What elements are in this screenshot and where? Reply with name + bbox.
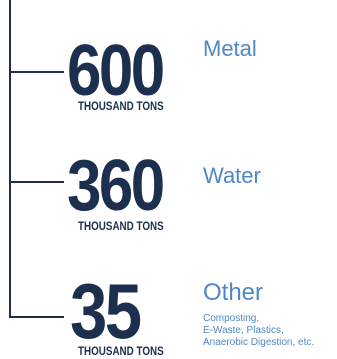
water-label: Water (203, 163, 261, 188)
metal-label: Metal (203, 36, 257, 61)
other-label: Other (203, 279, 264, 306)
other-unit: THOUSAND TONS (78, 344, 164, 358)
bracket-branch-metal (9, 71, 64, 73)
other-detail-line-3: Anaerobic Digestion, etc. (203, 337, 315, 348)
other-detail-line-1: Composting, (203, 313, 260, 324)
other-detail-line-2: E-Waste, Plastics, (203, 325, 284, 336)
bracket-branch-other (9, 316, 64, 318)
water-amount: 360 (67, 146, 165, 226)
bracket-vertical-line (9, 0, 11, 318)
other-amount: 35 (70, 267, 142, 355)
metal-unit: THOUSAND TONS (78, 99, 164, 113)
water-unit: THOUSAND TONS (78, 219, 164, 233)
bracket-branch-water (9, 181, 64, 183)
metal-amount: 600 (67, 31, 165, 111)
